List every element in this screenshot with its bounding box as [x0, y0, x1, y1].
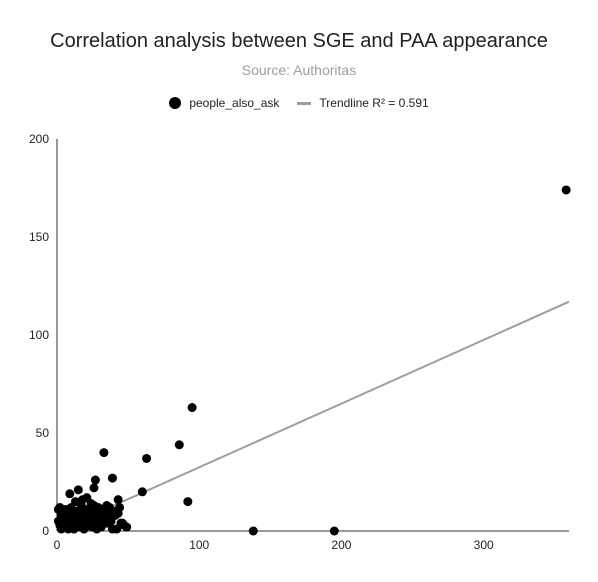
data-point [107, 473, 117, 483]
data-point [142, 453, 152, 463]
x-tick-label: 0 [54, 538, 61, 552]
data-point [248, 526, 258, 536]
data-point [113, 495, 123, 505]
legend-item-trendline[interactable]: Trendline R² = 0.591 [297, 96, 429, 110]
y-tick-label: 0 [42, 524, 49, 538]
legend-marker-dot [169, 97, 182, 109]
legend-label-people-also-ask: people_also_ask [189, 96, 280, 110]
trendline [56, 300, 570, 532]
x-tick-label: 300 [474, 538, 494, 552]
data-point [105, 512, 115, 522]
legend-label-trendline: Trendline R² = 0.591 [319, 96, 429, 110]
data-point [329, 526, 339, 536]
data-point [113, 508, 123, 518]
data-point [73, 485, 83, 495]
y-tick-label: 50 [36, 426, 50, 440]
data-point [68, 522, 78, 532]
x-tick-label: 100 [189, 538, 209, 552]
chart-legend: people_also_ask Trendline R² = 0.591 [0, 96, 598, 110]
data-point [107, 524, 117, 534]
data-point [122, 522, 132, 532]
data-point [82, 520, 92, 530]
data-point [78, 495, 88, 505]
x-tick-label: 200 [331, 538, 351, 552]
legend-marker-line [297, 101, 312, 105]
data-point [90, 475, 100, 485]
data-point [137, 487, 147, 497]
y-tick-label: 100 [29, 328, 49, 342]
data-point [561, 185, 571, 195]
data-point [65, 489, 75, 499]
y-tick-label: 150 [29, 230, 49, 244]
data-point [70, 506, 80, 516]
chart-title: Correlation analysis between SGE and PAA… [50, 30, 548, 52]
data-point [89, 483, 99, 493]
y-tick-label: 200 [29, 132, 49, 146]
data-point [174, 440, 184, 450]
data-point [89, 501, 99, 511]
data-point [99, 448, 109, 458]
data-point [187, 403, 197, 413]
data-point [183, 497, 193, 507]
legend-item-people-also-ask[interactable]: people_also_ask [169, 96, 279, 110]
chart-subtitle: Source: Authoritas [241, 62, 357, 78]
data-point [56, 518, 66, 528]
